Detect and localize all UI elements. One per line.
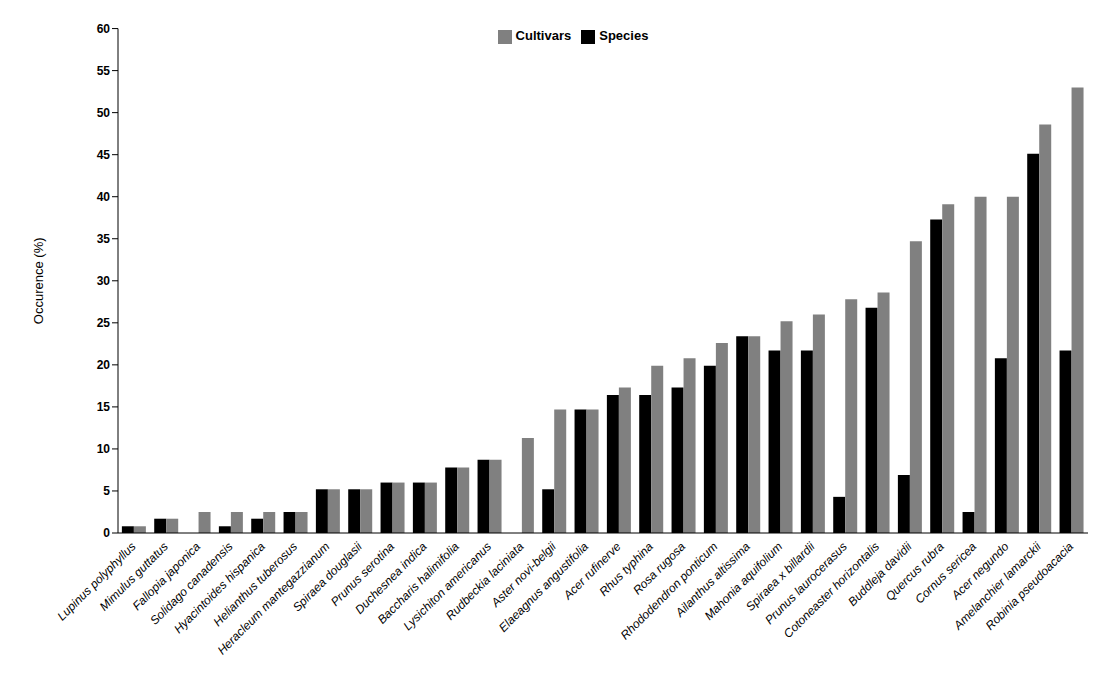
svg-text:35: 35 [97,232,111,246]
svg-text:Rhododendron ponticum: Rhododendron ponticum [617,539,721,643]
svg-text:Cornus sericea: Cornus sericea [912,539,980,607]
svg-text:Acer negundo: Acer negundo [948,539,1012,603]
svg-text:Rosa rugosa: Rosa rugosa [630,539,689,598]
svg-text:Quercus rubra: Quercus rubra [882,539,947,604]
svg-text:20: 20 [97,358,111,372]
svg-text:Helianthus tuberosus: Helianthus tuberosus [210,539,301,630]
svg-text:Ailanthus altissima: Ailanthus altissima [672,539,753,620]
svg-text:Solidago canadensis: Solidago canadensis [147,539,236,628]
svg-text:25: 25 [97,316,111,330]
svg-text:60: 60 [97,22,111,36]
svg-text:Cotoneaster horizontalis: Cotoneaster horizontalis [780,539,883,641]
svg-text:Spiraea douglasii: Spiraea douglasii [289,539,365,615]
svg-text:30: 30 [97,274,111,288]
svg-text:Baccharis halimifolia: Baccharis halimifolia [374,539,462,627]
svg-text:Acer rufinerve: Acer rufinerve [560,539,624,603]
svg-text:Prunus laurocerasus: Prunus laurocerasus [762,539,850,628]
html-text:Cultivars: Cultivars [515,28,572,43]
svg-text:Fallopia japonica: Fallopia japonica [129,539,204,613]
svg-text:Mahonia aquifolium: Mahonia aquifolium [701,539,786,623]
svg-text:55: 55 [97,64,111,78]
svg-text:Robinia pseudoacacia: Robinia pseudoacacia [983,539,1077,633]
svg-text:Prunus serotina: Prunus serotina [327,539,398,609]
svg-text:10: 10 [97,442,111,456]
svg-text:Amelanchier lamarckii: Amelanchier lamarckii [951,539,1044,633]
svg-text:Spiraea x billardii: Spiraea x billardii [743,539,818,614]
svg-text:5: 5 [103,484,110,498]
svg-text:Rhus typhina: Rhus typhina [596,539,656,599]
svg-text:40: 40 [97,190,111,204]
svg-text:15: 15 [97,400,111,414]
svg-text:Aster novi-belgii: Aster novi-belgii [488,539,559,610]
html-text:Species: Species [599,28,649,43]
svg-text:Heracleum mantegazzianum: Heracleum mantegazzianum [214,539,333,658]
svg-text:Buddleja davidii: Buddleja davidii [845,539,915,609]
svg-text:Lupinus polyphyllus: Lupinus polyphyllus [54,539,139,624]
svg-text:0: 0 [103,526,110,540]
svg-text:Lysichiton americanus: Lysichiton americanus [400,539,495,634]
svg-text:Elaeagnus angustifolia: Elaeagnus angustifolia [495,539,592,635]
svg-text:Occurence (%): Occurence (%) [31,237,46,324]
svg-text:45: 45 [97,148,111,162]
svg-text:Hyacintoides hispanica: Hyacintoides hispanica [171,539,268,637]
svg-text:50: 50 [97,106,111,120]
svg-text:Rudbeckia laciniata: Rudbeckia laciniata [443,539,527,623]
svg-text:Mimulus guttatus: Mimulus guttatus [96,539,171,614]
svg-text:Duchesnea indica: Duchesnea indica [352,539,430,617]
